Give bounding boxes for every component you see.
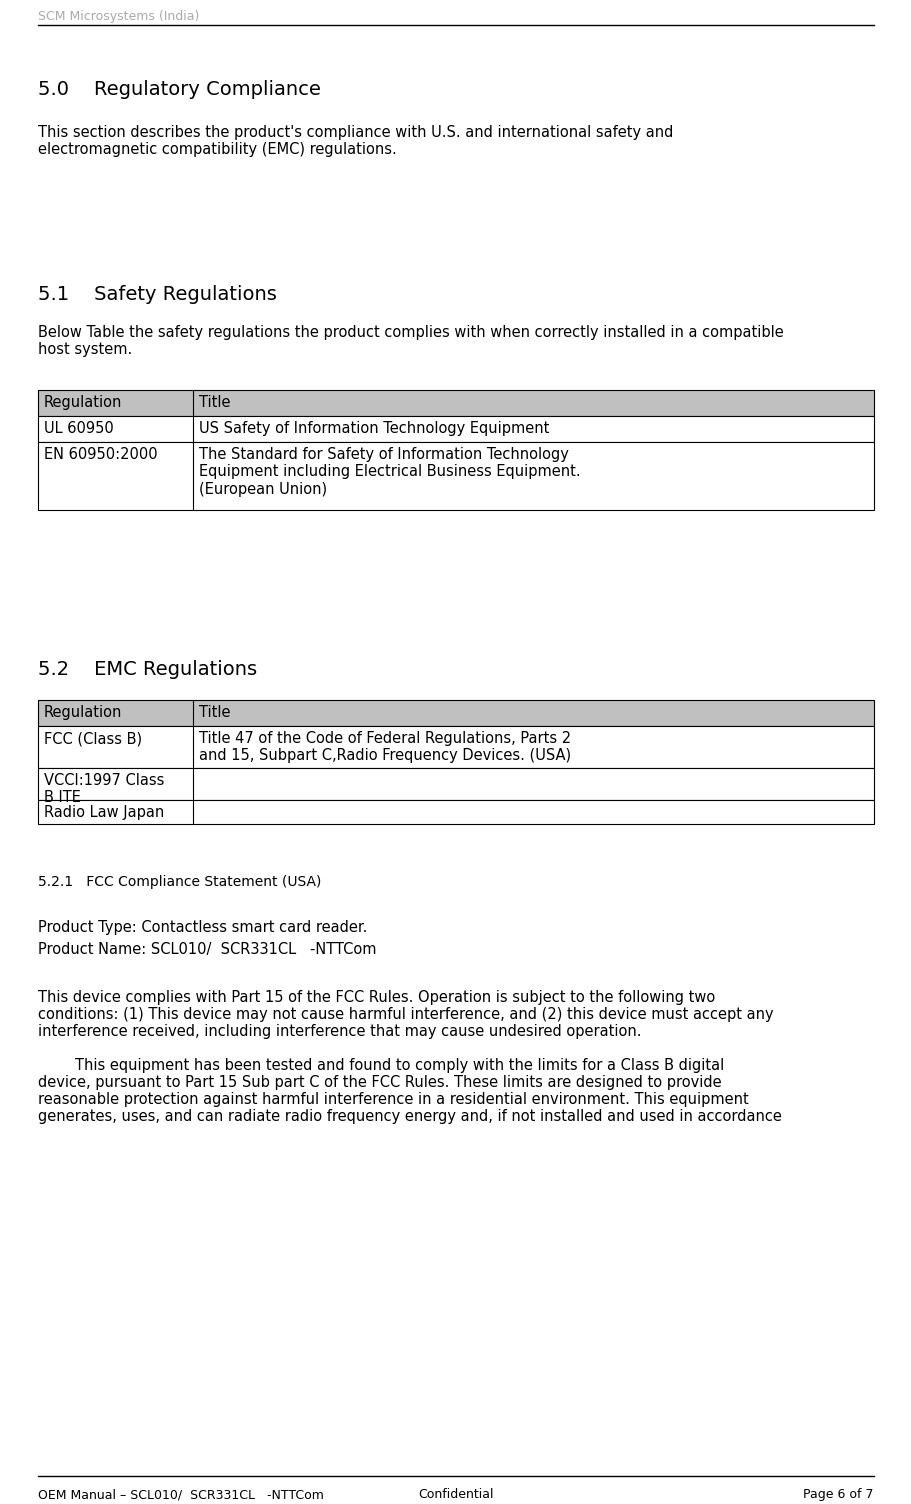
FancyBboxPatch shape bbox=[38, 442, 873, 510]
Text: OEM Manual – SCL010/  SCR331CL   -NTTCom: OEM Manual – SCL010/ SCR331CL -NTTCom bbox=[38, 1487, 323, 1501]
Text: Title: Title bbox=[199, 396, 230, 411]
Text: conditions: (1) This device may not cause harmful interference, and (2) this dev: conditions: (1) This device may not caus… bbox=[38, 1008, 773, 1023]
Text: 5.0    Regulatory Compliance: 5.0 Regulatory Compliance bbox=[38, 80, 321, 99]
Text: device, pursuant to Part 15 Sub part C of the FCC Rules. These limits are design: device, pursuant to Part 15 Sub part C o… bbox=[38, 1075, 721, 1090]
Text: FCC (Class B): FCC (Class B) bbox=[44, 731, 142, 746]
Text: This device complies with Part 15 of the FCC Rules. Operation is subject to the : This device complies with Part 15 of the… bbox=[38, 990, 714, 1005]
Text: Regulation: Regulation bbox=[44, 396, 122, 411]
Text: VCCI:1997 Class
B ITE: VCCI:1997 Class B ITE bbox=[44, 773, 164, 806]
Text: Title 47 of the Code of Federal Regulations, Parts 2
and 15, Subpart C,Radio Fre: Title 47 of the Code of Federal Regulati… bbox=[199, 731, 570, 764]
Text: Confidential: Confidential bbox=[418, 1487, 493, 1501]
FancyBboxPatch shape bbox=[38, 726, 873, 769]
FancyBboxPatch shape bbox=[38, 390, 873, 417]
Text: UL 60950: UL 60950 bbox=[44, 421, 114, 436]
FancyBboxPatch shape bbox=[38, 800, 873, 824]
Text: This section describes the product's compliance with U.S. and international safe: This section describes the product's com… bbox=[38, 125, 672, 158]
Text: US Safety of Information Technology Equipment: US Safety of Information Technology Equi… bbox=[199, 421, 548, 436]
Text: SCM Microsystems (India): SCM Microsystems (India) bbox=[38, 11, 200, 23]
Text: 5.2    EMC Regulations: 5.2 EMC Regulations bbox=[38, 660, 257, 678]
Text: 5.1    Safety Regulations: 5.1 Safety Regulations bbox=[38, 284, 277, 304]
Text: EN 60950:2000: EN 60950:2000 bbox=[44, 447, 158, 462]
Text: The Standard for Safety of Information Technology
Equipment including Electrical: The Standard for Safety of Information T… bbox=[199, 447, 580, 496]
Text: Page 6 of 7: Page 6 of 7 bbox=[803, 1487, 873, 1501]
FancyBboxPatch shape bbox=[38, 769, 873, 800]
Text: Regulation: Regulation bbox=[44, 705, 122, 720]
Text: Product Name: SCL010/  SCR331CL   -NTTCom: Product Name: SCL010/ SCR331CL -NTTCom bbox=[38, 942, 376, 957]
Text: reasonable protection against harmful interference in a residential environment.: reasonable protection against harmful in… bbox=[38, 1092, 748, 1107]
Text: 5.2.1   FCC Compliance Statement (USA): 5.2.1 FCC Compliance Statement (USA) bbox=[38, 875, 321, 889]
Text: This equipment has been tested and found to comply with the limits for a Class B: This equipment has been tested and found… bbox=[38, 1057, 723, 1072]
Text: Below Table the safety regulations the product complies with when correctly inst: Below Table the safety regulations the p… bbox=[38, 325, 783, 358]
Text: Product Type: Contactless smart card reader.: Product Type: Contactless smart card rea… bbox=[38, 920, 367, 935]
Text: interference received, including interference that may cause undesired operation: interference received, including interfe… bbox=[38, 1024, 640, 1039]
Text: Title: Title bbox=[199, 705, 230, 720]
Text: Radio Law Japan: Radio Law Japan bbox=[44, 805, 164, 820]
FancyBboxPatch shape bbox=[38, 699, 873, 726]
FancyBboxPatch shape bbox=[38, 417, 873, 442]
Text: generates, uses, and can radiate radio frequency energy and, if not installed an: generates, uses, and can radiate radio f… bbox=[38, 1108, 781, 1123]
